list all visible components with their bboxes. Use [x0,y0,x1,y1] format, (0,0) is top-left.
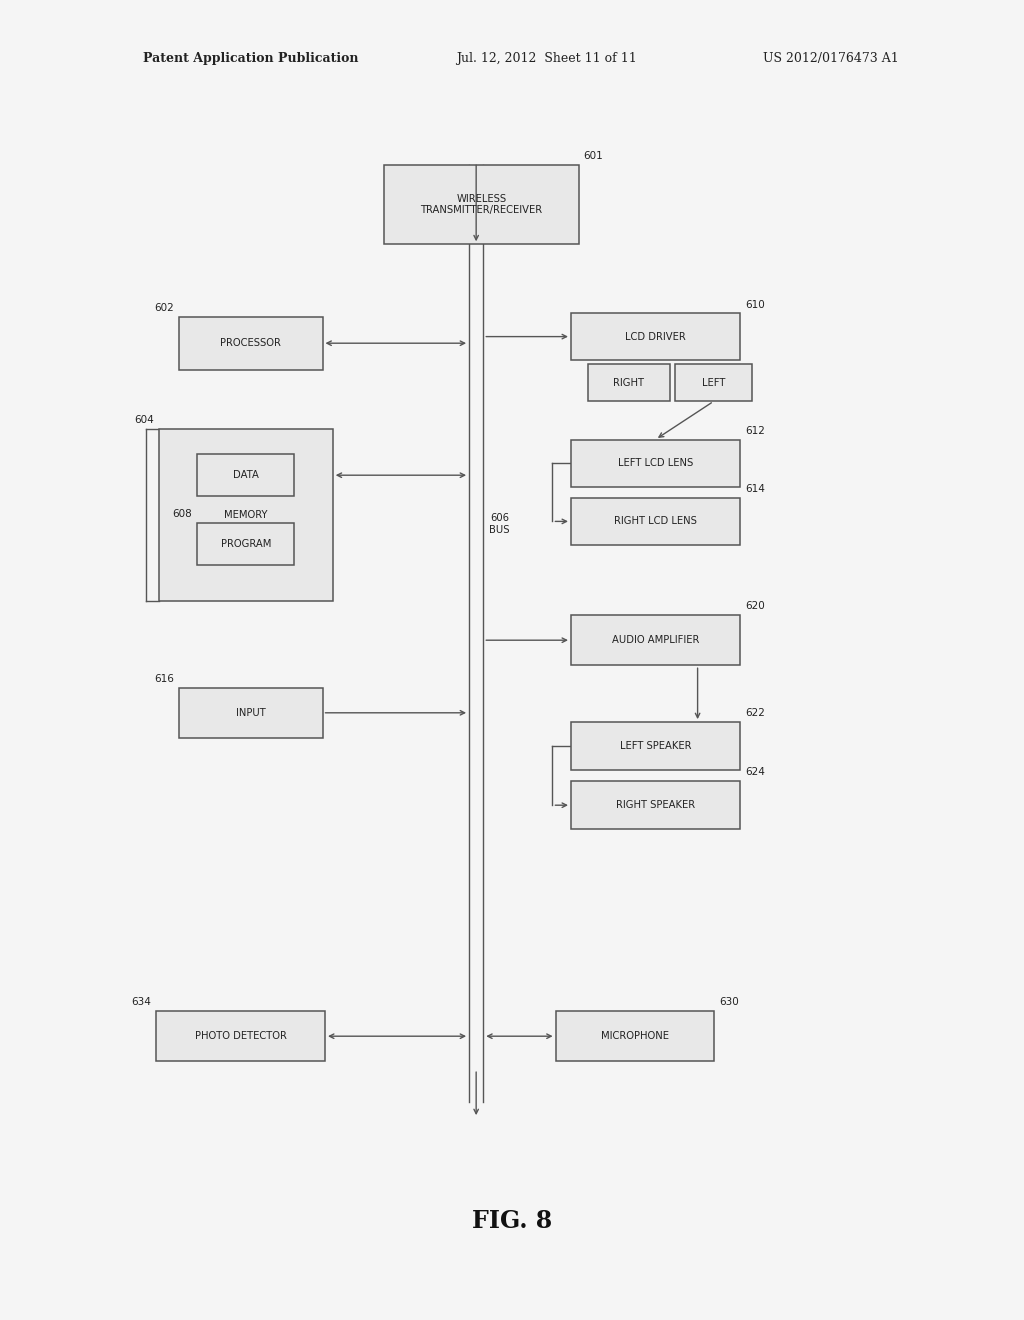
Bar [571,781,739,829]
Text: 624: 624 [745,767,765,777]
Text: 620: 620 [745,601,765,611]
Text: FIG. 8: FIG. 8 [472,1209,552,1233]
Bar [676,364,752,401]
Text: DATA: DATA [232,470,259,480]
Text: PROCESSOR: PROCESSOR [220,338,282,348]
Text: 606
BUS: 606 BUS [489,513,510,535]
Text: 601: 601 [584,150,603,161]
Text: Jul. 12, 2012  Sheet 11 of 11: Jul. 12, 2012 Sheet 11 of 11 [456,51,637,65]
Bar [179,317,323,370]
Text: 602: 602 [155,302,174,313]
Bar [197,454,295,496]
Text: 634: 634 [131,997,151,1007]
Bar [571,313,739,359]
Bar [571,440,739,487]
Text: MEMORY: MEMORY [224,510,267,520]
Text: PHOTO DETECTOR: PHOTO DETECTOR [195,1031,287,1041]
Text: US 2012/0176473 A1: US 2012/0176473 A1 [763,51,899,65]
Text: Patent Application Publication: Patent Application Publication [143,51,358,65]
Text: 616: 616 [155,673,174,684]
Bar [571,615,739,665]
Text: 614: 614 [745,483,765,494]
Text: 622: 622 [745,708,765,718]
Text: 608: 608 [172,508,193,519]
Text: LEFT SPEAKER: LEFT SPEAKER [620,741,691,751]
Text: INPUT: INPUT [236,708,266,718]
Text: LEFT: LEFT [702,378,725,388]
Text: MICROPHONE: MICROPHONE [601,1031,669,1041]
Text: 612: 612 [745,425,765,436]
Bar [197,523,295,565]
Bar [384,165,579,244]
Text: 630: 630 [719,997,739,1007]
Text: LCD DRIVER: LCD DRIVER [625,331,686,342]
Bar [571,722,739,770]
Bar [179,688,323,738]
Text: RIGHT: RIGHT [613,378,644,388]
Text: 610: 610 [745,300,765,310]
Bar [159,429,333,601]
Bar [588,364,670,401]
Text: WIRELESS
TRANSMITTER/RECEIVER: WIRELESS TRANSMITTER/RECEIVER [420,194,543,215]
Bar [571,498,739,545]
Bar [555,1011,715,1061]
Text: LEFT LCD LENS: LEFT LCD LENS [617,458,693,469]
Text: PROGRAM: PROGRAM [220,539,271,549]
Text: RIGHT SPEAKER: RIGHT SPEAKER [615,800,695,810]
Text: 604: 604 [134,414,154,425]
Bar [156,1011,326,1061]
Text: RIGHT LCD LENS: RIGHT LCD LENS [614,516,696,527]
Text: AUDIO AMPLIFIER: AUDIO AMPLIFIER [611,635,699,645]
